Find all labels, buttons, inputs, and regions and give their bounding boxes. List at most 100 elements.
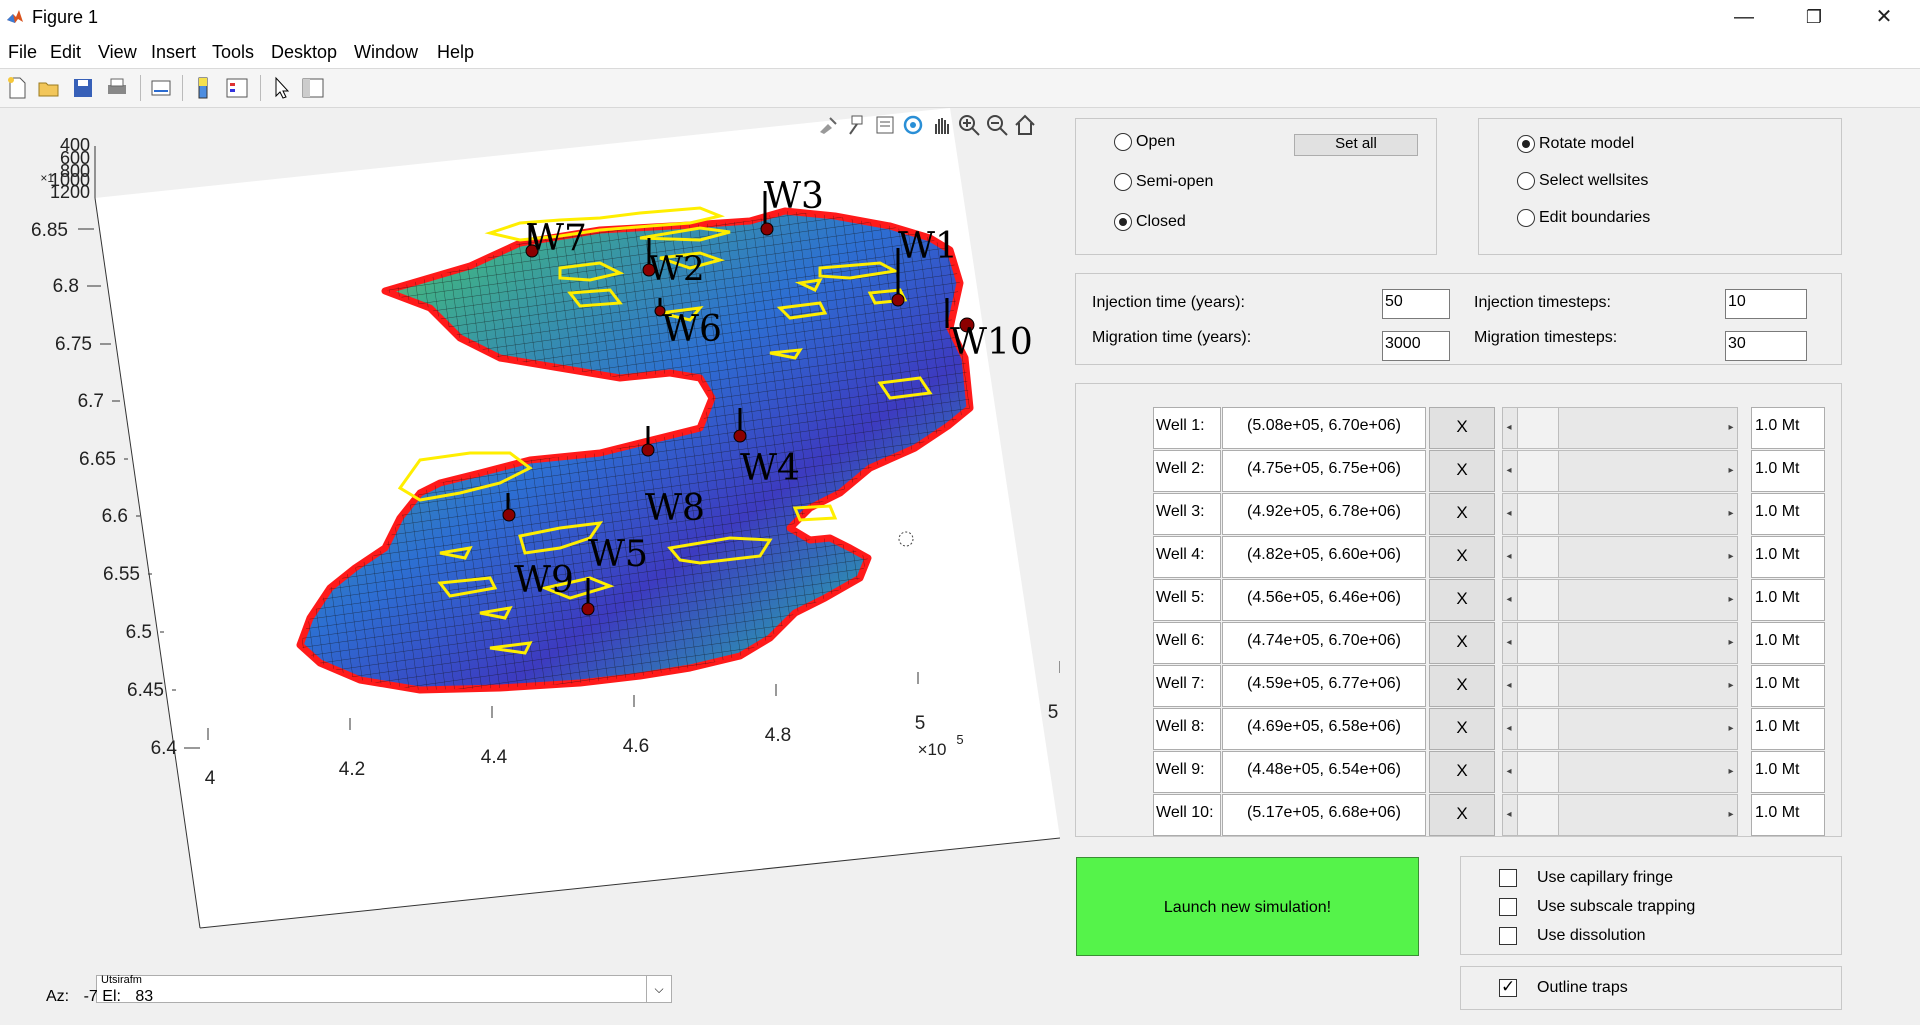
slider-right-arrow-icon[interactable]: ▸ <box>1728 809 1734 820</box>
slider-right-arrow-icon[interactable]: ▸ <box>1728 766 1734 777</box>
slider-left-arrow-icon[interactable]: ◂ <box>1506 723 1512 734</box>
well-mass-slider[interactable]: ◂ ▸ <box>1502 751 1738 793</box>
brush-icon[interactable] <box>816 112 842 138</box>
zoom-out-icon[interactable] <box>984 112 1010 138</box>
chevron-down-icon[interactable]: ⌵ <box>646 976 671 1002</box>
well-mass-input[interactable]: 1.0 Mt <box>1751 665 1825 707</box>
well-mass-input[interactable]: 1.0 Mt <box>1751 622 1825 664</box>
well-coordinates[interactable]: (4.69e+05, 6.58e+06) <box>1222 708 1426 750</box>
rotate-3d-icon[interactable] <box>900 112 926 138</box>
well-mass-input[interactable]: 1.0 Mt <box>1751 493 1825 535</box>
well-mass-slider[interactable]: ◂ ▸ <box>1502 622 1738 664</box>
slider-right-arrow-icon[interactable]: ▸ <box>1728 594 1734 605</box>
new-figure-icon[interactable] <box>4 75 30 101</box>
remove-well-button[interactable]: X <box>1429 794 1495 836</box>
slider-right-arrow-icon[interactable]: ▸ <box>1728 422 1734 433</box>
slider-left-arrow-icon[interactable]: ◂ <box>1506 465 1512 476</box>
well-coordinates[interactable]: (4.92e+05, 6.78e+06) <box>1222 493 1426 535</box>
slider-left-arrow-icon[interactable]: ◂ <box>1506 766 1512 777</box>
menu-insert[interactable]: Insert <box>151 42 197 62</box>
pan-icon[interactable] <box>928 112 954 138</box>
slider-right-arrow-icon[interactable]: ▸ <box>1728 508 1734 519</box>
well-coordinates[interactable]: (4.74e+05, 6.70e+06) <box>1222 622 1426 664</box>
outline-traps-checkbox[interactable] <box>1499 977 1517 997</box>
well-mass-input[interactable]: 1.0 Mt <box>1751 708 1825 750</box>
well-mass-slider[interactable]: ◂ ▸ <box>1502 708 1738 750</box>
legend-icon[interactable] <box>224 75 250 101</box>
remove-well-button[interactable]: X <box>1429 579 1495 621</box>
migration-timesteps-input[interactable]: 30 <box>1725 331 1807 361</box>
pointer-icon[interactable] <box>268 75 294 101</box>
menu-view[interactable]: View <box>98 42 137 62</box>
radio-open[interactable]: Open <box>1114 133 1175 151</box>
well-mass-slider[interactable]: ◂ ▸ <box>1502 665 1738 707</box>
slider-thumb[interactable] <box>1517 752 1559 792</box>
radio-semi-open[interactable]: Semi-open <box>1114 173 1213 191</box>
slider-right-arrow-icon[interactable]: ▸ <box>1728 637 1734 648</box>
minimize-button[interactable]: — <box>1734 6 1754 28</box>
well-coordinates[interactable]: (4.48e+05, 6.54e+06) <box>1222 751 1426 793</box>
well-marker[interactable] <box>525 223 539 258</box>
injection-time-input[interactable]: 50 <box>1382 289 1450 319</box>
remove-well-button[interactable]: X <box>1429 536 1495 578</box>
remove-well-button[interactable]: X <box>1429 407 1495 449</box>
well-coordinates[interactable]: (4.82e+05, 6.60e+06) <box>1222 536 1426 578</box>
radio-edit-button[interactable] <box>1517 209 1535 227</box>
well-marker[interactable] <box>654 298 666 317</box>
menu-window[interactable]: Window <box>354 42 419 62</box>
launch-simulation-button[interactable]: Launch new simulation! <box>1076 857 1419 956</box>
well-mass-slider[interactable]: ◂ ▸ <box>1502 794 1738 836</box>
remove-well-button[interactable]: X <box>1429 493 1495 535</box>
injection-timesteps-input[interactable]: 10 <box>1725 289 1807 319</box>
well-marker[interactable] <box>760 191 774 236</box>
slider-thumb[interactable] <box>1517 408 1559 448</box>
save-icon[interactable] <box>70 75 96 101</box>
well-mass-input[interactable]: 1.0 Mt <box>1751 794 1825 836</box>
slider-left-arrow-icon[interactable]: ◂ <box>1506 637 1512 648</box>
remove-well-button[interactable]: X <box>1429 708 1495 750</box>
menu-edit[interactable]: Edit <box>50 42 82 62</box>
radio-rotate-button[interactable] <box>1517 135 1535 153</box>
slider-thumb[interactable] <box>1517 494 1559 534</box>
radio-select-button[interactable] <box>1517 172 1535 190</box>
figure-canvas[interactable]: W1 W2 W3 W4 W5 W6 W7 W8 W9 W10 400 600 8… <box>0 108 1074 1020</box>
slider-left-arrow-icon[interactable]: ◂ <box>1506 551 1512 562</box>
remove-well-button[interactable]: X <box>1429 665 1495 707</box>
slider-left-arrow-icon[interactable]: ◂ <box>1506 809 1512 820</box>
slider-left-arrow-icon[interactable]: ◂ <box>1506 680 1512 691</box>
well-coordinates[interactable]: (5.08e+05, 6.70e+06) <box>1222 407 1426 449</box>
well-mass-input[interactable]: 1.0 Mt <box>1751 450 1825 492</box>
radio-open-button[interactable] <box>1114 133 1132 151</box>
well-mass-slider[interactable]: ◂ ▸ <box>1502 579 1738 621</box>
well-marker[interactable] <box>891 248 905 307</box>
well-coordinates[interactable]: (4.75e+05, 6.75e+06) <box>1222 450 1426 492</box>
slider-right-arrow-icon[interactable]: ▸ <box>1728 723 1734 734</box>
well-mass-slider[interactable]: ◂ ▸ <box>1502 493 1738 535</box>
well-marker[interactable] <box>502 493 516 522</box>
radio-rotate[interactable]: Rotate model <box>1517 135 1634 153</box>
radio-edit-boundaries[interactable]: Edit boundaries <box>1517 209 1650 227</box>
colorbar-icon[interactable] <box>190 75 216 101</box>
well-mass-input[interactable]: 1.0 Mt <box>1751 579 1825 621</box>
well-coordinates[interactable]: (5.17e+05, 6.68e+06) <box>1222 794 1426 836</box>
subscale-trapping-checkbox[interactable] <box>1499 898 1517 916</box>
remove-well-button[interactable]: X <box>1429 450 1495 492</box>
well-marker[interactable] <box>581 578 595 616</box>
slider-right-arrow-icon[interactable]: ▸ <box>1728 551 1734 562</box>
radio-select-wellsites[interactable]: Select wellsites <box>1517 172 1648 190</box>
slider-thumb[interactable] <box>1517 451 1559 491</box>
slider-thumb[interactable] <box>1517 666 1559 706</box>
radio-semi-open-button[interactable] <box>1114 173 1132 191</box>
slider-right-arrow-icon[interactable]: ▸ <box>1728 680 1734 691</box>
capillary-fringe-checkbox[interactable] <box>1499 869 1517 887</box>
wells[interactable] <box>502 191 975 616</box>
radio-closed[interactable]: Closed <box>1114 213 1186 231</box>
subscale-trapping-option[interactable]: Use subscale trapping <box>1499 898 1695 916</box>
slider-thumb[interactable] <box>1517 537 1559 577</box>
slider-left-arrow-icon[interactable]: ◂ <box>1506 422 1512 433</box>
slider-thumb[interactable] <box>1517 795 1559 835</box>
radio-closed-button[interactable] <box>1114 213 1132 231</box>
home-icon[interactable] <box>1012 112 1038 138</box>
close-button[interactable]: ✕ <box>1875 6 1893 28</box>
well-marker[interactable] <box>945 298 975 333</box>
